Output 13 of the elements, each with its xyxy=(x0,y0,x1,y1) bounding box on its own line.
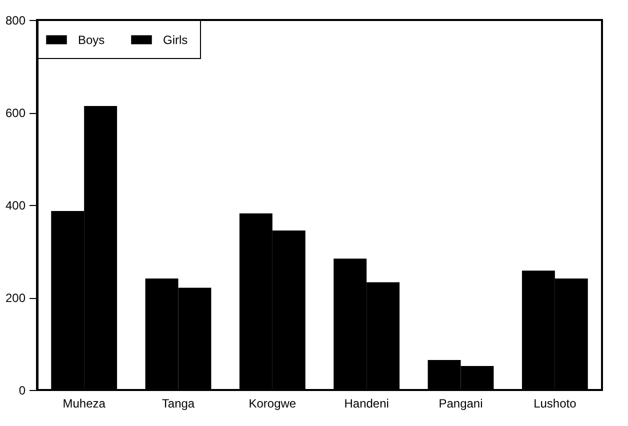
x-tick-label: Tanga xyxy=(162,396,195,410)
y-tick-label: 600 xyxy=(5,106,26,120)
x-tick-label: Pangani xyxy=(438,396,483,410)
y-tick-label: 200 xyxy=(5,291,26,305)
x-tick-label: Korogwe xyxy=(248,396,296,410)
x-tick-label: Lushoto xyxy=(534,396,577,410)
legend-label: Boys xyxy=(78,32,105,47)
y-tick-label: 800 xyxy=(5,14,26,28)
y-tick-label: 400 xyxy=(5,198,26,212)
x-tick-label: Handeni xyxy=(344,396,389,410)
y-tick-label: 0 xyxy=(18,384,26,398)
legend-label: Girls xyxy=(163,32,188,47)
x-tick-label: Muheza xyxy=(62,396,106,410)
